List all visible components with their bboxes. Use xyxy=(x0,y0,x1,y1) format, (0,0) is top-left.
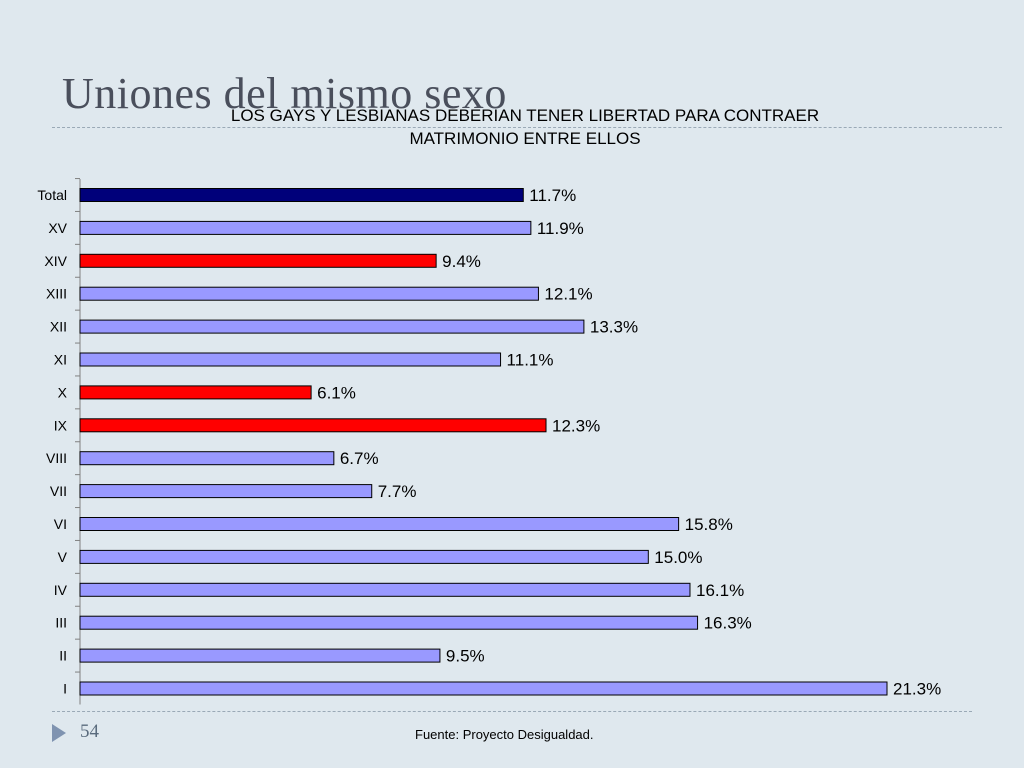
category-label: III xyxy=(55,615,67,631)
data-label: 15.8% xyxy=(685,515,733,534)
data-label: 12.3% xyxy=(552,416,600,435)
category-label: VII xyxy=(50,483,67,499)
data-label: 11.1% xyxy=(507,351,554,370)
category-label: V xyxy=(58,549,68,565)
bar-v xyxy=(79,549,649,564)
category-label: XI xyxy=(54,352,67,368)
data-label: 9.4% xyxy=(442,252,481,271)
bar-vi xyxy=(79,517,680,531)
category-label: VIII xyxy=(46,450,67,466)
chart-title-line-2: MATRIMONIO ENTRE ELLOS xyxy=(409,129,641,148)
data-label: 9.5% xyxy=(446,647,485,666)
bar-iv xyxy=(79,582,691,597)
slide-title: Uniones del mismo sexo xyxy=(62,69,507,118)
bar-ii xyxy=(79,648,441,663)
data-label: 21.3% xyxy=(893,680,941,699)
data-label: 15.0% xyxy=(654,548,702,567)
slide-arrow-icon xyxy=(52,724,66,742)
category-label: X xyxy=(58,384,68,400)
category-label: IX xyxy=(54,417,68,433)
chart-title-line-1: LOS GAYS Y LESBIANAS DEBERIAN TENER LIBE… xyxy=(230,106,820,125)
source-note: Fuente: Proyecto Desigualdad. xyxy=(415,727,594,742)
data-label: 6.7% xyxy=(340,449,379,468)
data-label: 12.1% xyxy=(544,285,592,304)
data-label: 7.7% xyxy=(378,482,417,501)
category-label: XIV xyxy=(44,253,67,269)
category-label: XII xyxy=(50,319,67,335)
data-label: 11.9% xyxy=(537,219,584,238)
category-label: IV xyxy=(54,582,68,598)
bar-ix xyxy=(79,418,547,433)
category-label: XIII xyxy=(46,286,67,302)
bar-xi xyxy=(79,352,502,367)
category-label: II xyxy=(59,648,67,664)
bar-viii xyxy=(79,451,335,466)
chart-title: LOS GAYS Y LESBIANAS DEBERIAN TENER LIBE… xyxy=(160,104,890,150)
data-label: 6.1% xyxy=(317,383,356,402)
category-label: Total xyxy=(37,187,67,203)
bar-i xyxy=(79,681,888,696)
data-label: 13.3% xyxy=(590,318,638,337)
bar-xii xyxy=(79,319,585,334)
data-label: 11.7% xyxy=(529,186,576,205)
bar-xv xyxy=(79,220,532,235)
category-label: VI xyxy=(54,516,67,532)
bar-xiv xyxy=(79,253,437,268)
category-label: I xyxy=(63,681,67,697)
bottom-divider xyxy=(52,711,972,712)
bar-iii xyxy=(79,615,699,630)
top-divider xyxy=(52,127,1002,128)
bar-x xyxy=(79,385,312,400)
data-label: 16.1% xyxy=(696,581,744,600)
data-label: 16.3% xyxy=(704,614,752,633)
category-label: XV xyxy=(48,220,67,236)
bar-vii xyxy=(79,484,373,499)
bar-xiii xyxy=(79,286,539,301)
bar-total xyxy=(79,188,524,202)
page-number: 54 xyxy=(80,721,99,742)
